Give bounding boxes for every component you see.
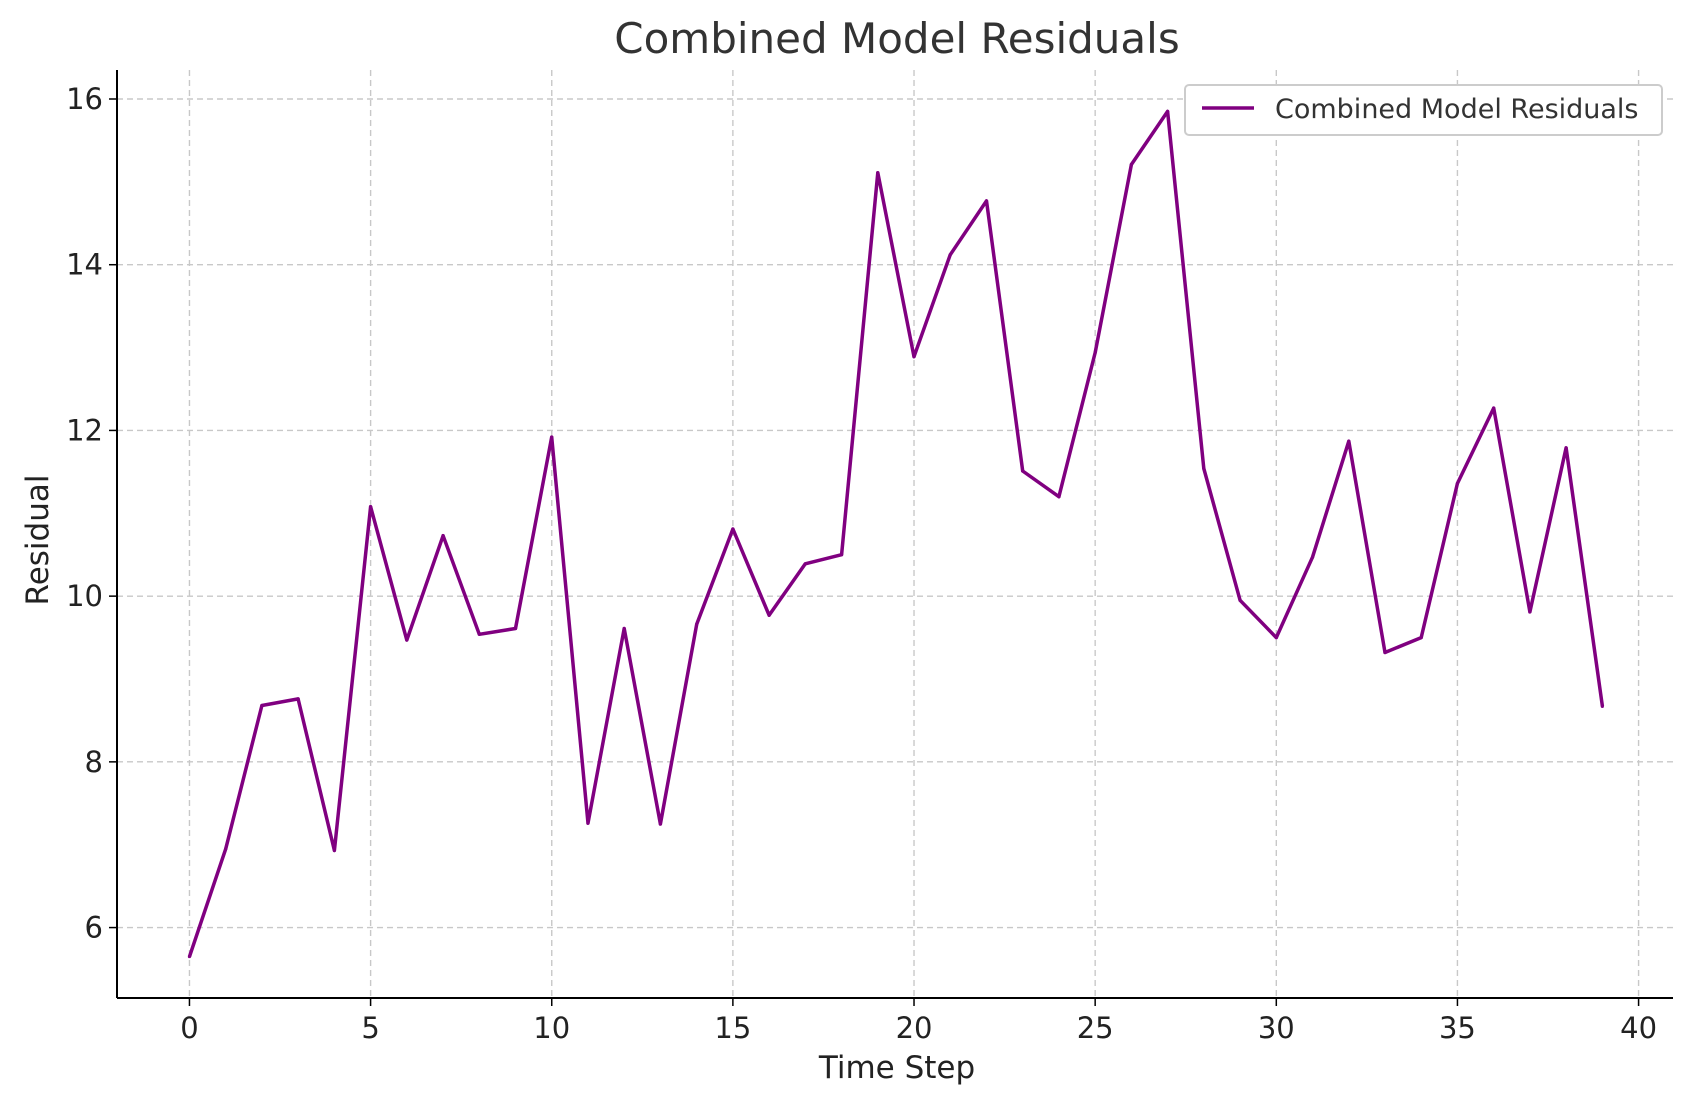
data-point xyxy=(1455,481,1460,486)
y-tick-label: 10 xyxy=(66,579,103,613)
data-point xyxy=(658,822,663,826)
x-tick-label: 25 xyxy=(1077,1011,1114,1045)
data-point xyxy=(1202,466,1206,471)
data-point xyxy=(1347,439,1351,443)
data-point xyxy=(224,847,228,851)
data-point xyxy=(1600,704,1604,708)
data-point xyxy=(260,703,264,708)
chart-title: Combined Model Residuals xyxy=(614,14,1179,63)
data-point xyxy=(767,613,771,617)
x-tick-label: 5 xyxy=(361,1011,379,1045)
data-point xyxy=(695,622,699,626)
data-point xyxy=(803,562,807,566)
y-axis-label: Residual xyxy=(20,475,56,606)
data-point xyxy=(1166,109,1170,114)
data-point xyxy=(405,638,409,642)
data-point xyxy=(1419,635,1423,640)
legend-label: Combined Model Residuals xyxy=(1275,94,1639,125)
data-point xyxy=(1274,635,1278,640)
series-line xyxy=(187,109,1605,958)
data-point xyxy=(984,199,989,203)
data-point xyxy=(513,626,518,631)
axes xyxy=(116,70,1673,999)
x-axis-ticks: 0 5 10 15 20 25 30 35 40 xyxy=(180,998,1657,1045)
y-axis-ticks: 6 8 10 12 14 16 xyxy=(66,82,117,945)
x-tick-label: 30 xyxy=(1258,1011,1295,1045)
y-tick-label: 6 xyxy=(85,911,103,945)
legend-box xyxy=(1184,84,1663,136)
x-tick-label: 20 xyxy=(896,1011,933,1045)
data-point xyxy=(1492,406,1496,410)
data-point xyxy=(948,253,952,257)
data-point xyxy=(1564,446,1568,450)
y-tick-label: 16 xyxy=(66,82,103,116)
data-point xyxy=(1093,350,1097,355)
y-tick-label: 12 xyxy=(66,413,103,447)
data-point xyxy=(187,954,192,959)
data-point xyxy=(1528,610,1532,614)
data-point xyxy=(731,527,735,531)
data-point xyxy=(1129,162,1133,167)
data-point xyxy=(332,848,336,853)
data-point xyxy=(1057,495,1061,499)
data-point xyxy=(296,697,300,701)
data-point xyxy=(876,171,880,175)
data-point xyxy=(586,821,590,825)
data-point xyxy=(1021,469,1025,473)
data-point xyxy=(912,355,916,359)
data-point xyxy=(368,505,373,509)
series-group xyxy=(187,109,1605,959)
x-tick-label: 15 xyxy=(714,1011,751,1045)
data-point xyxy=(839,553,844,557)
x-tick-label: 0 xyxy=(180,1011,198,1045)
data-point xyxy=(1310,555,1315,559)
y-tick-label: 8 xyxy=(85,745,103,779)
x-axis-label: Time Step xyxy=(818,1050,975,1086)
data-point xyxy=(1383,650,1387,655)
legend: Combined Model Residuals xyxy=(1184,84,1663,136)
data-point xyxy=(441,534,445,538)
x-tick-label: 35 xyxy=(1439,1011,1476,1045)
x-tick-label: 40 xyxy=(1620,1011,1657,1045)
y-tick-label: 14 xyxy=(66,248,103,282)
data-point xyxy=(1238,598,1242,602)
data-point xyxy=(622,626,626,631)
grid xyxy=(117,70,1673,998)
data-point xyxy=(550,435,554,439)
x-tick-label: 10 xyxy=(533,1011,570,1045)
data-point xyxy=(477,632,481,636)
